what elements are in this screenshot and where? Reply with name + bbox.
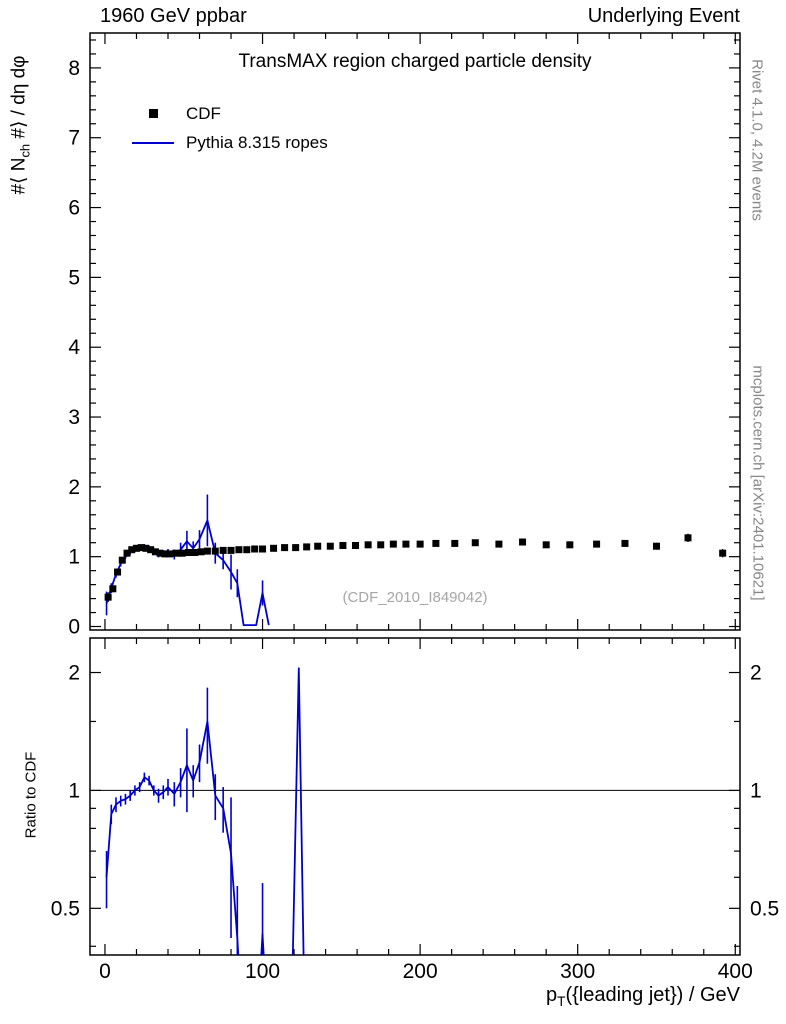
main-ytick-label: 1 (68, 546, 80, 569)
x-label-post: ({leading jet}) / GeV (565, 984, 740, 1006)
ratio-data (105, 667, 305, 955)
legend: CDF Pythia 8.315 ropes (132, 99, 328, 157)
ratio-ytick-label: 0.5 (51, 897, 80, 920)
pythia-line-marker-icon (132, 141, 174, 144)
ratio-ytick-label-right: 1 (750, 779, 762, 802)
legend-item-cdf: CDF (132, 99, 328, 128)
main-frame (89, 32, 741, 631)
legend-label-pythia: Pythia 8.315 ropes (186, 132, 328, 152)
y-label-pre: #⟨ N (8, 157, 30, 195)
legend-label-cdf: CDF (186, 103, 221, 123)
main-ytick-label: 4 (68, 336, 80, 359)
main-ytick-label: 0 (68, 616, 80, 639)
ratio-panel: 0.5 0.5 1 1 2 2 (51, 637, 779, 956)
x-label-sub: T (557, 994, 566, 1009)
pythia-marker-box (132, 141, 174, 144)
x-tick-label: 100 (245, 960, 280, 983)
x-tick-label: 0 (99, 960, 111, 983)
x-tick-labels: 0 100 200 300 400 (99, 960, 753, 983)
ratio-ytick-label-right: 0.5 (750, 897, 779, 920)
analysis-id-watermark: (CDF_2010_I849042) (342, 589, 488, 606)
x-axis-label: pT({leading jet}) / GeV (546, 984, 740, 1009)
rivet-version-text: Rivet 4.1.0, 4.2M events (748, 59, 766, 221)
main-ytick-label: 5 (68, 266, 80, 289)
cdf-marker-box (132, 109, 174, 118)
pythia-8-315-ropes-cdf (105, 667, 305, 955)
ratio-ytick-label: 2 (68, 662, 80, 685)
ratio-ytick-label: 1 (68, 779, 80, 802)
main-data (104, 494, 727, 626)
y-axis-label-main: #⟨ Nch #⟩ / dη dφ (8, 55, 33, 194)
main-ytick-label: 8 (68, 57, 80, 80)
cdf (104, 533, 727, 603)
ratio-frame (89, 637, 741, 956)
x-label-pre: p (546, 984, 558, 1006)
ratio-ytick-label-right: 2 (750, 662, 762, 685)
legend-item-pythia: Pythia 8.315 ropes (132, 128, 328, 157)
main-ytick-label: 7 (68, 127, 80, 150)
main-ytick-label: 6 (68, 197, 80, 220)
x-tick-label: 300 (560, 960, 595, 983)
main-panel: 0 1 2 3 4 5 6 7 8 (68, 32, 741, 639)
y-label-sub: ch (17, 143, 33, 158)
x-tick-label: 400 (718, 960, 753, 983)
plot-title: TransMAX region charged particle density (238, 51, 592, 72)
observable-group-header: Underlying Event (587, 5, 740, 27)
y-label-post: #⟩ / dη dφ (8, 55, 30, 144)
cdf-square-marker-icon (148, 109, 158, 118)
beam-info-header: 1960 GeV ppbar (100, 5, 247, 27)
main-ticks (90, 33, 740, 630)
x-tick-label: 200 (403, 960, 438, 983)
y-axis-label-ratio: Ratio to CDF (22, 751, 40, 839)
mcplots-reference-text: mcplots.cern.ch [arXiv:2401.10621] (749, 365, 767, 601)
main-ytick-label: 3 (68, 406, 80, 429)
ratio-ticks (90, 638, 740, 955)
main-ytick-label: 2 (68, 476, 80, 499)
